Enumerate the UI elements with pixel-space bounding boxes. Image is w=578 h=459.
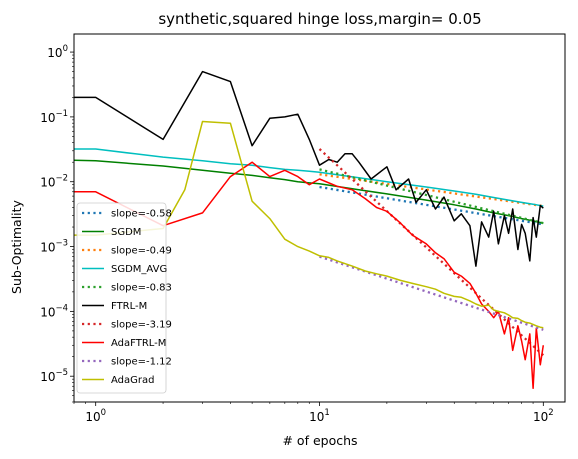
- plot-area: 100 101 102 10−5 10−4 10−3 10−2 10−1 100 slope=-0…: [40, 33, 566, 424]
- x-axis-label: # of epochs: [282, 433, 357, 448]
- legend: slope=-0.58 SGDM slope=-0.49 SGDM_AVG slope=…: [76, 202, 172, 394]
- series-line-5: [74, 70, 544, 267]
- series-group: [74, 70, 545, 390]
- series-line-4: [319, 168, 544, 225]
- legend-label-0: slope=-0.58: [111, 209, 172, 220]
- legend-label-7: AdaFTRL-M: [111, 338, 166, 349]
- series-line-7: [74, 161, 545, 390]
- y-axis-label: Sub-Optimality: [9, 199, 24, 293]
- y-tick-label-5: 100: [47, 44, 68, 60]
- series-line-9: [74, 120, 544, 329]
- x-tick-label-0: 100: [85, 408, 106, 424]
- ticks: 100 101 102 10−5 10−4 10−3 10−2 10−1 100: [40, 44, 553, 424]
- y-tick-label-4: 10−1: [40, 109, 68, 125]
- series-line-2: [319, 173, 544, 208]
- y-tick-label-1: 10−4: [40, 303, 68, 319]
- legend-label-9: AdaGrad: [111, 375, 154, 386]
- y-tick-label-2: 10−3: [40, 239, 68, 255]
- y-tick-label-3: 10−2: [40, 174, 68, 190]
- legend-label-8: slope=-1.12: [111, 357, 172, 368]
- series-line-8: [319, 255, 544, 331]
- legend-label-1: SGDM: [111, 227, 141, 238]
- chart-title: synthetic,squared hinge loss,margin= 0.0…: [158, 10, 481, 28]
- legend-label-4: slope=-0.83: [111, 283, 172, 294]
- y-tick-label-0: 10−5: [40, 368, 68, 384]
- legend-label-2: slope=-0.49: [111, 246, 172, 257]
- series-line-3: [74, 148, 544, 207]
- series-line-0: [319, 185, 544, 226]
- legend-label-3: SGDM_AVG: [111, 264, 167, 275]
- legend-label-5: FTRL-M: [111, 301, 147, 312]
- x-tick-label-2: 102: [533, 408, 554, 424]
- legend-label-6: slope=-3.19: [111, 320, 172, 331]
- x-tick-label-1: 101: [309, 408, 330, 424]
